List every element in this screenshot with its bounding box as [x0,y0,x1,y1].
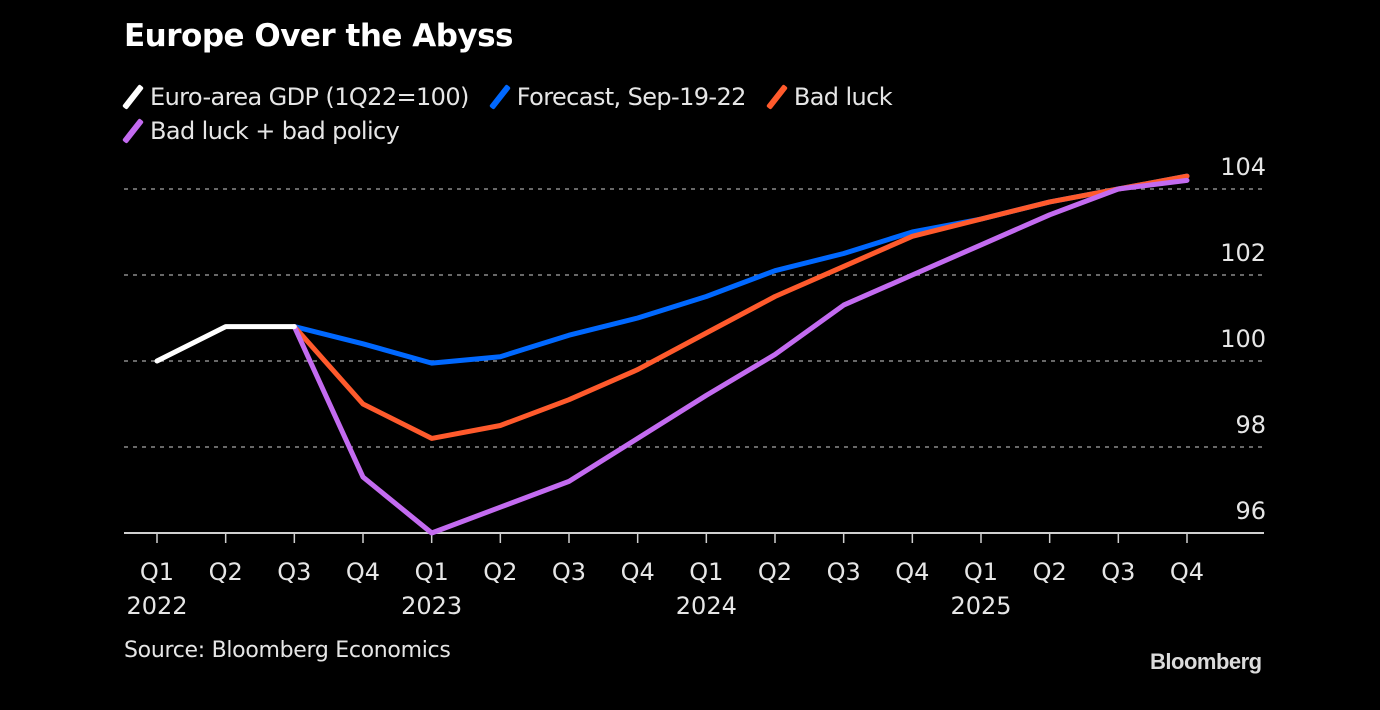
x-tick-label-quarter: Q4 [895,558,929,586]
x-tick-label-quarter: Q2 [758,558,792,586]
x-tick-label-year: 2024 [676,592,737,620]
x-tick-label-quarter: Q4 [346,558,380,586]
x-tick-label-year: 2025 [950,592,1011,620]
legend-row-2: Bad luck + bad policy [122,114,1024,148]
legend-item-forecast: Forecast, Sep-19-22 [488,83,747,111]
y-tick-label-96: 96 [1235,497,1266,525]
legend-label-forecast: Forecast, Sep-19-22 [516,83,747,111]
legend-item-bad-luck: Bad luck [765,83,893,111]
source-note: Source: Bloomberg Economics [124,638,451,663]
legend-label-bad-luck: Bad luck [793,83,893,111]
x-tick-label-quarter: Q4 [1170,558,1204,586]
x-tick-label-quarter: Q2 [209,558,243,586]
x-tick-label-quarter: Q1 [415,558,449,586]
y-tick-label-98: 98 [1235,411,1266,439]
series-line-bad-policy [291,177,1190,536]
series-line-forecast [291,173,1190,366]
x-tick-label-year: 2022 [126,592,187,620]
y-tick-label-100: 100 [1220,325,1266,353]
legend-label-bad-policy: Bad luck + bad policy [150,117,400,145]
legend-item-bad-policy: Bad luck + bad policy [122,117,400,145]
legend-row-1: Euro-area GDP (1Q22=100) Forecast, Sep-1… [122,80,1024,114]
bloomberg-logo: Bloomberg [1150,649,1262,674]
x-tick-label-quarter: Q3 [827,558,861,586]
y-axis: 96 98 100 102 104 [1220,153,1266,525]
legend-item-gdp: Euro-area GDP (1Q22=100) [122,83,469,111]
x-tick-label-quarter: Q3 [552,558,586,586]
x-tick-label-quarter: Q2 [1033,558,1067,586]
x-tick-label-quarter: Q2 [483,558,517,586]
legend-label-gdp: Euro-area GDP (1Q22=100) [150,83,469,111]
x-tick-label-quarter: Q1 [140,558,174,586]
chart-legend: Euro-area GDP (1Q22=100) Forecast, Sep-1… [122,80,1024,148]
x-tick-label-quarter: Q1 [964,558,998,586]
y-tick-label-102: 102 [1220,239,1266,267]
x-tick-label-year: 2023 [401,592,462,620]
series-lines [154,173,1190,536]
series-line-gdp [154,324,297,364]
series-line-bad-luck [291,173,1190,441]
chart-title: Europe Over the Abyss [124,18,514,54]
x-tick-label-quarter: Q3 [277,558,311,586]
gridlines [124,188,1264,448]
x-axis: Q1 2022 Q2 Q3 Q4 Q1 2023 Q2 Q3 Q4 Q1 2024 Q2 Q3 Q4 Q1 20… [124,532,1264,620]
x-tick-label-quarter: Q4 [621,558,655,586]
y-tick-label-104: 104 [1220,153,1266,181]
x-tick-label-quarter: Q3 [1101,558,1135,586]
x-tick-label-quarter: Q1 [689,558,723,586]
